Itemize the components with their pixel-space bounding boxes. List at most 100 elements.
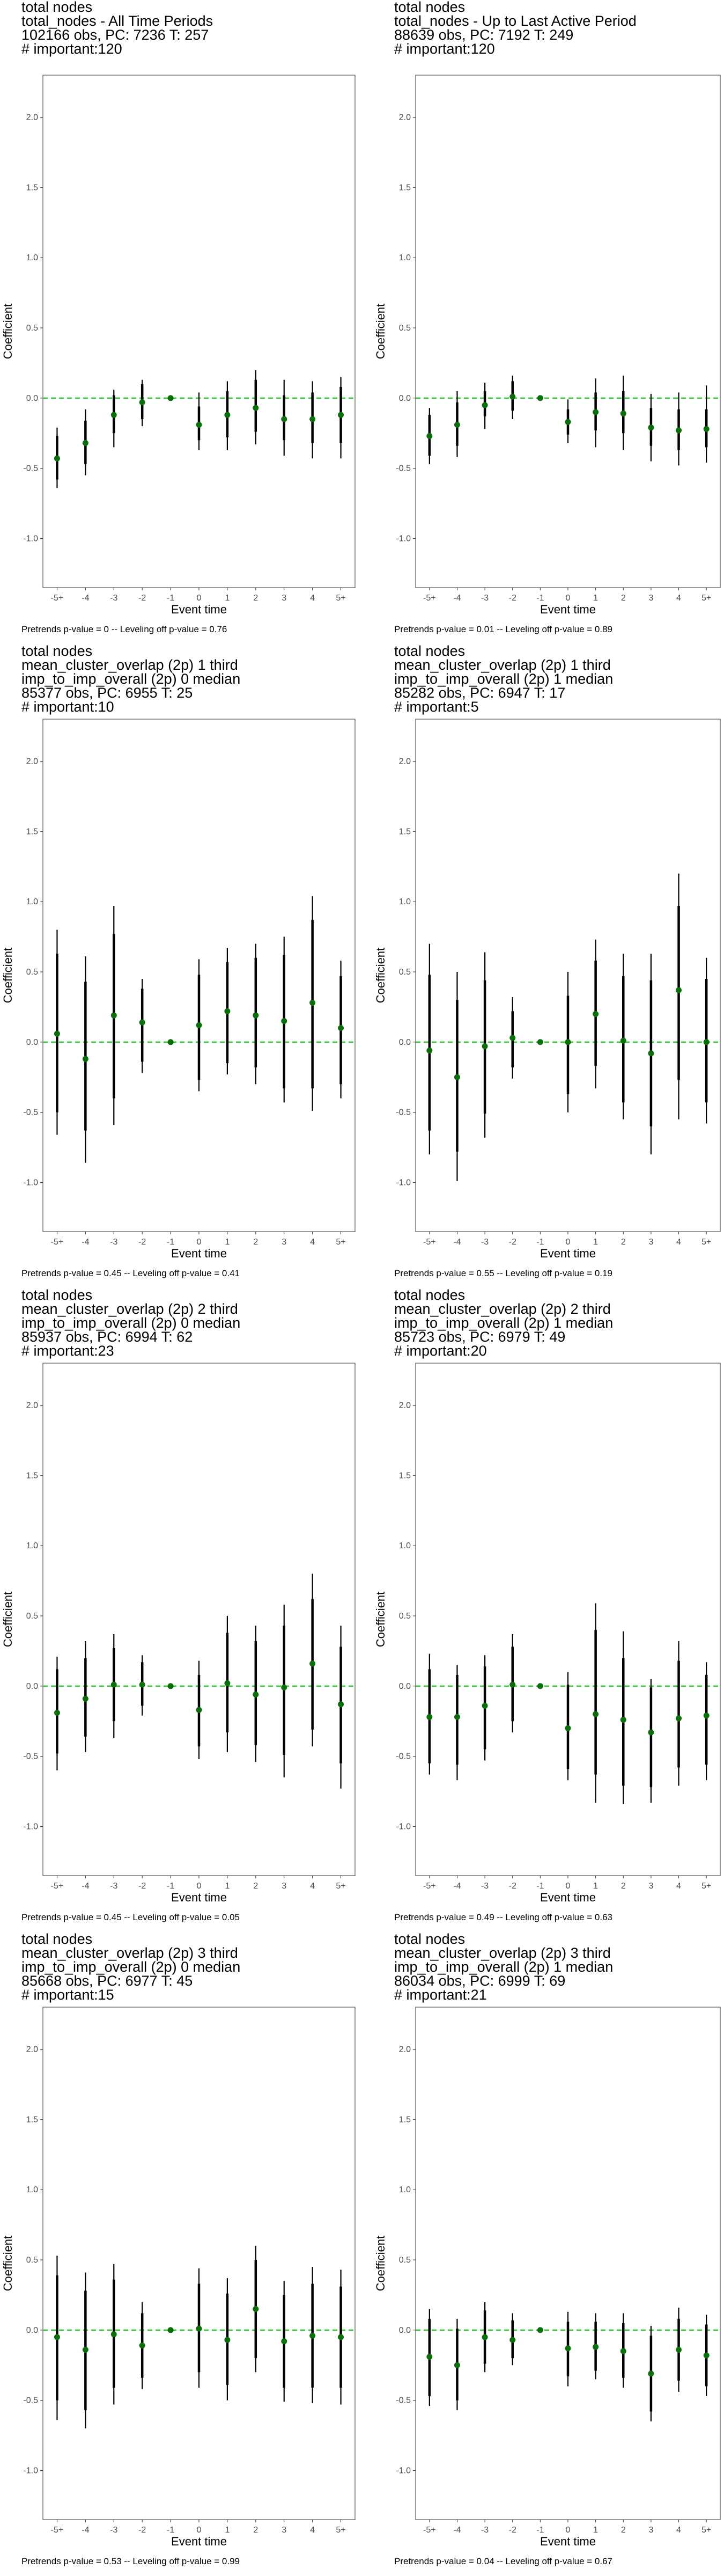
coefficient-point <box>309 1000 316 1006</box>
coefficient-point <box>620 1037 626 1044</box>
coefficient-point <box>110 1681 117 1688</box>
coefficient-point <box>676 427 682 434</box>
chart-title-line: # important:120 <box>21 41 122 57</box>
x-tick-label: 2 <box>253 594 258 603</box>
y-tick-label: 0.0 <box>26 394 38 403</box>
x-tick-label: 1 <box>225 594 230 603</box>
x-tick-label: 5+ <box>701 1882 711 1891</box>
chart-title-line: # important:120 <box>394 41 495 57</box>
chart-title-line: mean_cluster_overlap (2p) 2 third <box>21 1301 238 1317</box>
chart-title-line: mean_cluster_overlap (2p) 3 third <box>394 1945 611 1961</box>
coefficient-point <box>676 1715 682 1722</box>
chart-title-line: 86034 obs, PC: 6999 T: 69 <box>394 1973 565 1989</box>
coefficient-point <box>593 1011 599 1017</box>
x-tick-label: 1 <box>225 1238 230 1247</box>
p-value-footer: Pretrends p-value = 0.55 -- Leveling off… <box>394 1268 612 1278</box>
x-tick-label: 3 <box>282 2526 286 2535</box>
x-tick-label: 1 <box>225 2526 230 2535</box>
y-tick-label: -0.5 <box>396 2396 411 2405</box>
x-tick-label: -5+ <box>51 2526 64 2535</box>
y-axis-label: Coefficient <box>374 1592 387 1648</box>
x-tick-label: 5+ <box>701 2526 711 2535</box>
coefficient-point <box>253 405 259 411</box>
coefficient-point <box>537 1039 543 1045</box>
x-tick-label: 1 <box>593 1882 598 1891</box>
x-tick-label: 2 <box>621 1882 626 1891</box>
x-tick-label: -2 <box>138 1238 146 1247</box>
coefficient-point <box>454 421 460 428</box>
coefficient-point <box>224 412 231 418</box>
coefficient-point <box>620 411 626 417</box>
coefficient-point <box>110 1012 117 1019</box>
chart-title-line: total nodes <box>394 644 465 659</box>
y-tick-label: -1.0 <box>23 534 38 543</box>
x-tick-label: 3 <box>648 2526 653 2535</box>
coefficient-point <box>593 409 599 415</box>
chart-title-line: imp_to_imp_overall (2p) 0 median <box>21 671 240 687</box>
x-tick-label: -1 <box>167 1238 174 1247</box>
x-tick-label: 0 <box>197 1238 202 1247</box>
x-tick-label: 1 <box>593 2526 598 2535</box>
y-tick-label: 1.0 <box>399 2185 411 2194</box>
y-tick-label: 1.5 <box>399 827 411 836</box>
x-tick-label: -3 <box>110 1882 117 1891</box>
coefficient-point <box>509 393 516 400</box>
coefficient-point <box>426 433 433 439</box>
chart-title-line: 88639 obs, PC: 7192 T: 249 <box>394 27 573 43</box>
y-tick-label: 1.5 <box>26 1471 38 1480</box>
y-tick-label: 0.0 <box>399 1038 411 1047</box>
x-tick-label: -3 <box>110 594 117 603</box>
coefficient-point <box>110 412 117 418</box>
x-tick-label: -3 <box>481 594 489 603</box>
coefficient-point <box>593 2344 599 2350</box>
x-tick-label: 0 <box>197 1882 202 1891</box>
coefficient-point <box>196 421 202 428</box>
x-tick-label: -5+ <box>423 1238 436 1247</box>
chart-title-line: # important:15 <box>21 1987 114 2003</box>
coefficient-point <box>281 2338 287 2345</box>
coefficient-point <box>338 2334 344 2340</box>
x-tick-label: -4 <box>453 1238 461 1247</box>
coefficient-point <box>82 1056 88 1062</box>
x-tick-label: -5+ <box>423 594 436 603</box>
coefficient-point <box>537 395 543 401</box>
coefficient-point <box>139 1681 145 1688</box>
x-tick-label: -2 <box>138 1882 146 1891</box>
p-value-footer: Pretrends p-value = 0.53 -- Leveling off… <box>21 2556 240 2566</box>
coefficient-point <box>620 1717 626 1723</box>
x-tick-label: -5+ <box>51 1882 64 1891</box>
x-tick-label: 3 <box>648 594 653 603</box>
chart-title-line: total nodes <box>21 1288 92 1303</box>
chart-title-line: mean_cluster_overlap (2p) 1 third <box>21 657 238 673</box>
y-tick-label: -0.5 <box>23 1108 38 1117</box>
plot-frame <box>42 2007 356 2520</box>
coefficient-point <box>82 440 88 447</box>
chart-title-line: total nodes <box>21 644 92 659</box>
y-tick-label: -0.5 <box>396 1752 411 1761</box>
x-tick-label: 1 <box>225 1882 230 1891</box>
x-tick-label: -2 <box>509 2526 516 2535</box>
coefficient-point <box>338 1025 344 1031</box>
x-tick-label: 3 <box>282 1882 286 1891</box>
chart-title-line: total nodes <box>21 1932 92 1947</box>
chart-title-line: total nodes <box>394 1288 465 1303</box>
y-tick-label: 0.5 <box>26 1612 38 1621</box>
coefficient-point <box>454 2362 460 2368</box>
coefficient-point <box>537 2327 543 2333</box>
y-tick-label: 0.5 <box>26 2256 38 2265</box>
coefficient-point <box>620 2348 626 2354</box>
coefficient-point <box>309 416 316 422</box>
coefficient-point <box>482 2334 488 2340</box>
y-tick-label: -1.0 <box>396 1822 411 1831</box>
x-tick-label: -2 <box>138 594 146 603</box>
coefficient-point <box>281 1018 287 1024</box>
chart-title-line: mean_cluster_overlap (2p) 3 third <box>21 1945 238 1961</box>
x-tick-label: 0 <box>197 594 202 603</box>
coefficient-point <box>139 399 145 406</box>
y-axis-label: Coefficient <box>1 2236 14 2292</box>
coefficient-point <box>167 395 174 401</box>
y-tick-label: 1.0 <box>26 1541 38 1550</box>
